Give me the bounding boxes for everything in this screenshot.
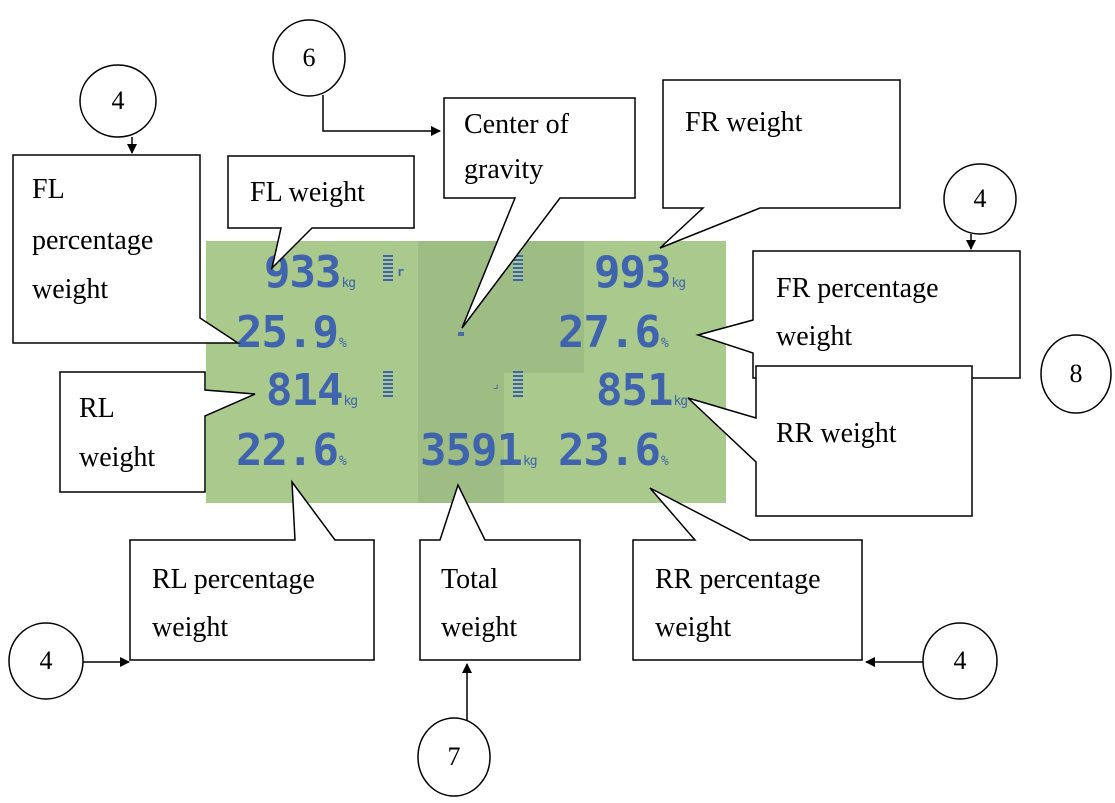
circle-number-bottom-left: 4	[39, 646, 53, 675]
lcd-fr-weight: 993kg	[594, 247, 686, 298]
lcd-fl-percent: 25.9%	[236, 307, 347, 358]
label-rr-percentage-weight-line1: RR percentage	[655, 564, 821, 595]
callout-rl-percentage-weight	[129, 479, 375, 661]
label-fr-percentage-weight-line1: FR percentage	[776, 273, 939, 304]
label-total-weight-line2: weight	[441, 612, 518, 643]
circle-top-center	[272, 19, 346, 97]
label-fr-percentage-weight-line2: weight	[776, 321, 853, 352]
callout-fl-weight	[227, 155, 415, 271]
label-fr-weight: FR weight	[685, 107, 803, 138]
circle-right-side	[1040, 334, 1112, 414]
callout-center-of-gravity	[443, 97, 636, 329]
callout-fr-weight	[659, 79, 901, 249]
circle-bottom-center	[417, 717, 491, 797]
label-fl-weight: FL weight	[250, 177, 365, 208]
callout-fr-percentage-weight	[695, 250, 1021, 379]
label-center-of-gravity-line2: gravity	[464, 154, 544, 185]
label-center-of-gravity-line1: Center of	[464, 109, 569, 140]
lcd-fl-bar	[383, 255, 393, 281]
circle-bottom-right	[922, 622, 998, 700]
lcd-rl-percent: 22.6%	[236, 425, 347, 476]
circle-number-top-center: 6	[302, 43, 316, 72]
lcd-fr-percent: 27.6%	[558, 307, 669, 358]
lcd-r-mark: r	[397, 265, 405, 279]
label-rr-weight: RR weight	[776, 418, 897, 449]
circle-number-bottom-right: 4	[953, 646, 967, 675]
lcd-fr-bar	[513, 255, 523, 281]
lcd-rl-weight: 814kg	[266, 365, 358, 416]
lcd-total-weight: 3591kg	[420, 425, 538, 476]
label-total-weight-line1: Total	[441, 564, 499, 595]
circle-number-top-left: 4	[111, 86, 125, 115]
lcd-rr-bar	[513, 371, 523, 397]
circle-number-right-side: 8	[1069, 359, 1083, 388]
lcd-rr-percent: 23.6%	[558, 425, 669, 476]
label-fl-percentage-weight-line1: FL	[32, 174, 65, 205]
callout-rr-weight	[687, 365, 973, 517]
circle-top-left	[79, 64, 157, 138]
label-rl-weight-line1: RL	[79, 393, 115, 424]
circle-bottom-left	[8, 622, 84, 700]
lcd-corner-mark: ⌟	[492, 377, 500, 391]
lcd-rl-bar	[383, 371, 393, 397]
circle-number-bottom-center: 7	[447, 742, 461, 771]
label-fl-percentage-weight-line2: percentage	[32, 225, 154, 256]
label-fl-percentage-weight-line3: weight	[32, 274, 109, 305]
lcd-rr-weight: 851kg	[596, 365, 688, 416]
arrow-top-center	[322, 95, 441, 136]
lcd-center-of-gravity-dot	[458, 332, 464, 336]
label-rr-percentage-weight-line2: weight	[655, 612, 732, 643]
callout-total-weight	[419, 483, 581, 661]
label-rl-weight-line2: weight	[79, 442, 156, 473]
circle-right-upper	[943, 163, 1017, 235]
circle-number-right-upper: 4	[973, 184, 987, 213]
callout-rl-weight	[59, 371, 256, 493]
label-rl-percentage-weight-line2: weight	[152, 612, 229, 643]
label-rl-percentage-weight-line1: RL percentage	[152, 564, 315, 595]
callout-fl-percentage-weight	[12, 154, 241, 344]
callout-rr-percentage-weight	[632, 487, 863, 661]
